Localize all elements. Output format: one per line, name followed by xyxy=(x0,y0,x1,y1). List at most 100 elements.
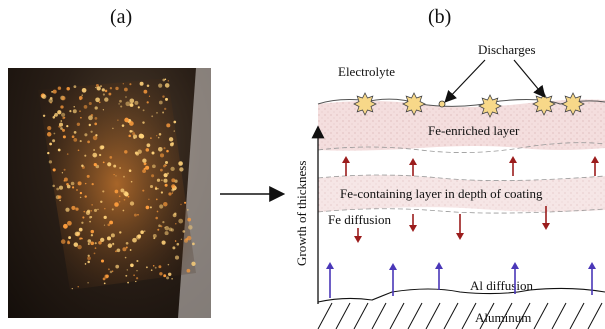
photo-spark xyxy=(81,87,87,93)
photo-spark xyxy=(98,241,102,245)
photo-spark xyxy=(42,114,46,117)
photo-spark xyxy=(171,178,176,183)
photo-spark xyxy=(135,152,140,156)
fe-down-arrow-head xyxy=(409,225,417,232)
photo-spark xyxy=(95,86,97,89)
photo-spark xyxy=(88,123,92,127)
photo-spark xyxy=(145,165,150,170)
photo-spark xyxy=(57,148,61,152)
photo-spark xyxy=(125,101,131,107)
photo-spark xyxy=(106,236,112,241)
photo-spark xyxy=(171,277,173,280)
hatch-line xyxy=(551,302,567,329)
panel-label-a: (a) xyxy=(110,6,133,28)
photo-spark xyxy=(97,208,99,211)
photo-spark xyxy=(167,272,172,277)
hatch-line xyxy=(425,302,441,329)
photo-spark xyxy=(134,100,139,105)
photo-spark xyxy=(128,134,131,138)
photo-spark xyxy=(109,220,114,225)
photo-spark xyxy=(157,136,160,139)
photo-spark xyxy=(143,230,146,233)
hatch-line xyxy=(479,302,495,329)
photo-spark xyxy=(88,115,93,121)
photo-spark xyxy=(66,86,70,91)
photo-spark xyxy=(166,276,170,280)
photo-spark xyxy=(94,122,98,126)
photo-spark xyxy=(73,106,75,108)
photo-spark xyxy=(73,242,79,247)
photo-spark xyxy=(101,88,105,92)
photo-spark xyxy=(91,182,94,186)
photo-spark xyxy=(152,265,155,267)
photo-spark xyxy=(52,184,55,188)
photo-spark xyxy=(176,242,180,246)
photo-spark xyxy=(51,90,54,93)
hatch-line xyxy=(371,302,387,329)
photo-spark xyxy=(103,215,107,220)
photo-spark xyxy=(170,166,175,172)
photo-spark xyxy=(148,95,151,97)
fe-diffusion-label: Fe diffusion xyxy=(328,212,391,227)
aluminum-hatching xyxy=(317,302,603,329)
photo-spark xyxy=(83,210,86,213)
photo-spark xyxy=(84,263,87,265)
photo-spark xyxy=(102,277,106,281)
photo-spark xyxy=(129,201,135,206)
photo-spark xyxy=(78,227,83,232)
photo-spark xyxy=(94,106,98,110)
photo-spark xyxy=(113,164,117,168)
photo-spark xyxy=(52,89,57,94)
photo-spark xyxy=(66,153,69,155)
photo-spark xyxy=(168,137,174,142)
photo-spark xyxy=(102,190,105,193)
photo-spark xyxy=(122,83,124,85)
photo-spark xyxy=(160,191,164,194)
photo-spark xyxy=(47,151,50,155)
photo-spark xyxy=(184,238,188,243)
photo-spark xyxy=(104,89,108,93)
aluminum-label: Aluminum xyxy=(475,310,531,325)
photo-spark xyxy=(94,117,98,120)
photo-spark xyxy=(100,85,102,87)
photo-spark xyxy=(164,225,170,231)
photo-spark xyxy=(159,153,165,158)
hatch-line xyxy=(569,302,585,329)
photo-spark xyxy=(102,161,105,164)
photo-spark xyxy=(158,265,162,269)
photo-spark xyxy=(162,221,165,224)
photo-spark xyxy=(52,116,56,119)
photo-spark xyxy=(132,134,138,139)
dashed-boundary-1 xyxy=(317,142,605,153)
photo-spark xyxy=(178,161,183,166)
photo-spark xyxy=(157,187,159,190)
photo-spark xyxy=(125,246,128,249)
photo-spark xyxy=(65,207,70,212)
photo-spark xyxy=(163,147,166,150)
photo-spark xyxy=(66,125,69,128)
photo-spark xyxy=(84,154,87,157)
discharges-label: Discharges xyxy=(478,42,536,57)
photo-spark xyxy=(127,195,130,198)
photo-spark xyxy=(84,195,87,198)
photo-spark xyxy=(95,83,99,88)
photo-spark xyxy=(87,256,91,261)
photo-spark xyxy=(90,130,93,133)
small-discharge xyxy=(438,100,446,108)
photo-spark xyxy=(171,184,176,189)
fe-down-arrow-head xyxy=(354,236,362,243)
photo-spark xyxy=(54,113,58,117)
photo-spark xyxy=(166,123,171,128)
photo-spark xyxy=(174,240,177,242)
dashed-boundary-3 xyxy=(317,208,605,214)
photo-spark xyxy=(61,96,66,101)
photo-spark xyxy=(79,110,81,113)
photo-spark xyxy=(125,274,128,277)
photo-spark xyxy=(73,85,77,89)
photo-spark xyxy=(178,218,184,224)
photo-spark xyxy=(75,188,79,192)
photo-spark xyxy=(87,260,90,264)
photo-spark xyxy=(145,266,148,269)
photo-spark xyxy=(87,209,91,213)
photo-spark xyxy=(49,142,52,146)
